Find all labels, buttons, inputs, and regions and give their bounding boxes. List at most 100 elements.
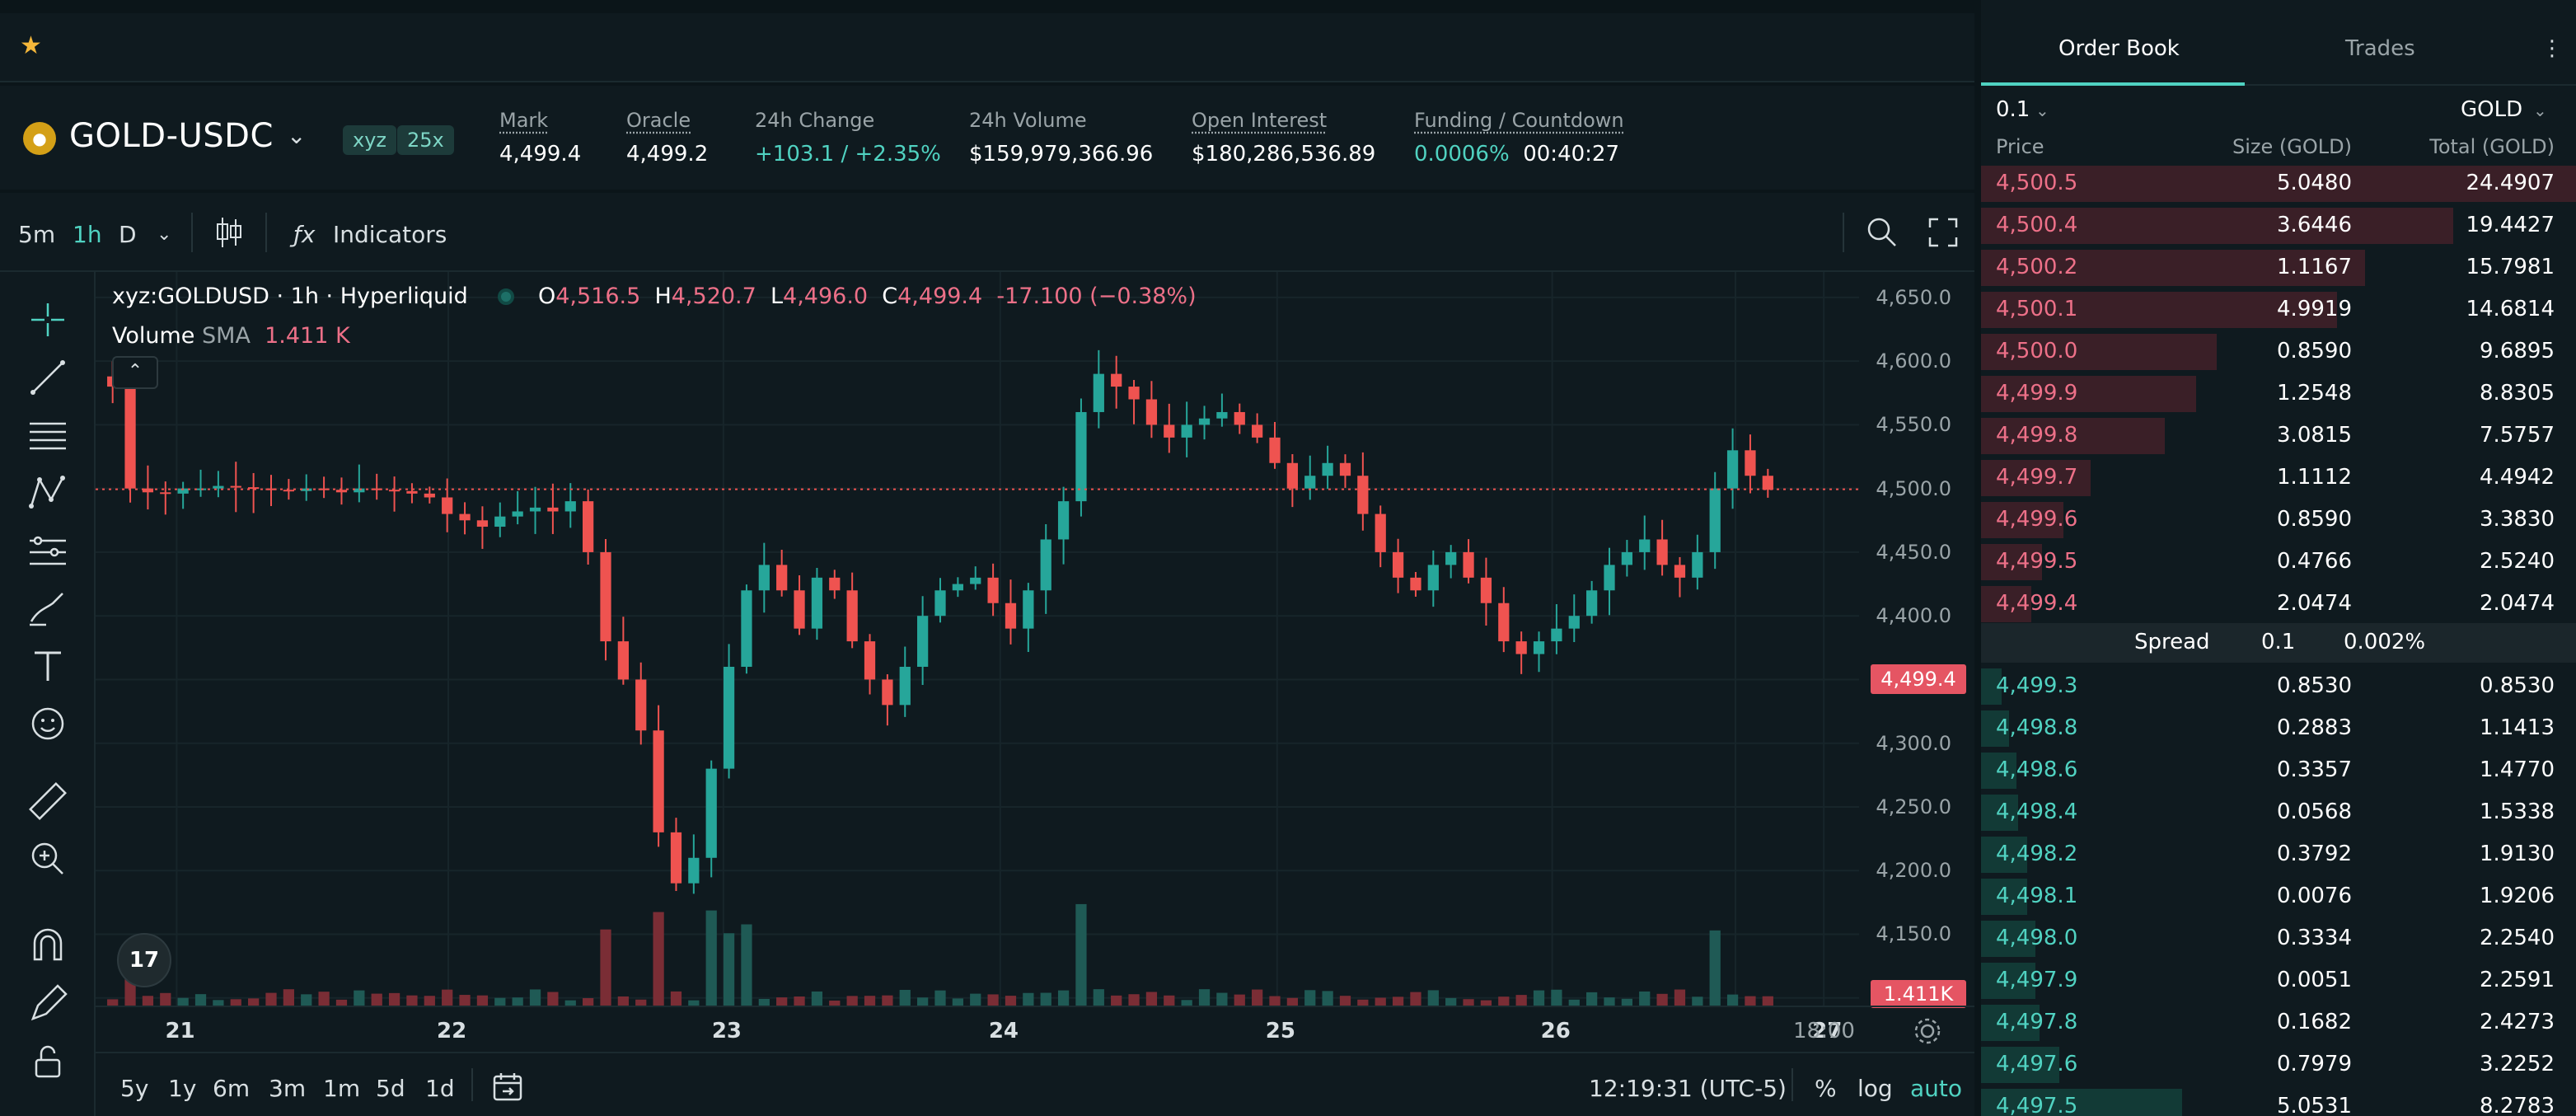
ask-row[interactable]: 4,500.5 5.0480 24.4907 <box>1981 163 2576 204</box>
bid-row[interactable]: 4,498.1 0.0076 1.9206 <box>1981 876 2576 917</box>
active-tab-indicator <box>1981 82 2245 86</box>
bid-row[interactable]: 4,497.6 0.7979 3.2252 <box>1981 1044 2576 1086</box>
clock-time[interactable]: 12:19:31 (UTC-5) <box>1589 1075 1787 1102</box>
ask-row[interactable]: 4,499.8 3.0815 7.5757 <box>1981 415 2576 457</box>
ask-row[interactable]: 4,499.4 2.0474 2.0474 <box>1981 584 2576 625</box>
time-tick-label: 22 <box>437 1019 467 1043</box>
indicators-button[interactable]: Indicators <box>333 221 447 248</box>
chart-bottom-bar: 5y 1y 6m 3m 1m 5d 1d 12:19:31 (UTC-5) % … <box>96 1052 1974 1116</box>
order-size: 3.6446 <box>2277 213 2352 237</box>
bid-row[interactable]: 4,498.8 0.2883 1.1413 <box>1981 708 2576 749</box>
horizontal-lines-icon[interactable] <box>25 412 71 458</box>
percent-toggle[interactable]: % <box>1815 1075 1837 1102</box>
brush-icon[interactable] <box>25 585 71 631</box>
unit-select[interactable]: GOLD <box>2461 97 2523 122</box>
ask-row[interactable]: 4,499.6 0.8590 3.3830 <box>1981 499 2576 541</box>
price-tick-label: 4,600.0 <box>1876 349 1951 373</box>
price-chart[interactable] <box>96 272 1859 1006</box>
bid-row[interactable]: 4,498.4 0.0568 1.5338 <box>1981 792 2576 833</box>
volume-bar <box>1692 996 1703 1006</box>
range-1d[interactable]: 1d <box>425 1075 455 1102</box>
ask-row[interactable]: 4,500.1 4.9919 14.6814 <box>1981 289 2576 331</box>
tradingview-logo[interactable]: 17 <box>117 933 171 987</box>
lock-drawing-icon[interactable] <box>25 981 71 1027</box>
order-total: 1.4770 <box>2480 757 2555 782</box>
bid-row[interactable]: 4,498.0 0.3334 2.2540 <box>1981 918 2576 959</box>
leverage-tag[interactable]: 25x <box>397 125 454 155</box>
bid-row[interactable]: 4,497.9 0.0051 2.2591 <box>1981 960 2576 1001</box>
axis-settings-icon[interactable] <box>1913 1017 1941 1045</box>
chevron-down-icon[interactable]: ⌄ <box>287 122 307 149</box>
volume-bar <box>1410 992 1421 1006</box>
ask-row[interactable]: 4,500.0 0.8590 9.6895 <box>1981 331 2576 373</box>
market-symbol[interactable]: GOLD-USDC <box>69 117 274 155</box>
range-6m[interactable]: 6m <box>213 1075 251 1102</box>
volume-bar <box>177 997 189 1006</box>
tick-chevron-icon[interactable]: ⌄ <box>2035 101 2049 120</box>
candle <box>1709 471 1721 570</box>
tick-size-select[interactable]: 0.1 <box>1996 97 2030 122</box>
date-range-icon[interactable] <box>491 1070 524 1103</box>
collapse-legend-button[interactable]: ⌃ <box>112 356 158 389</box>
ask-row[interactable]: 4,499.9 1.2548 8.8305 <box>1981 373 2576 415</box>
timeframe-5m[interactable]: 5m <box>18 221 56 248</box>
unit-chevron-icon[interactable]: ⌄ <box>2533 101 2547 120</box>
ruler-icon[interactable] <box>25 778 71 824</box>
range-5y[interactable]: 5y <box>120 1075 149 1102</box>
pattern-icon[interactable] <box>25 470 71 516</box>
tab-order-book[interactable]: Order Book <box>2058 36 2180 61</box>
volume-bar <box>1111 995 1122 1006</box>
bid-row[interactable]: 4,497.5 5.0531 8.2783 <box>1981 1086 2576 1116</box>
ask-row[interactable]: 4,499.5 0.4766 2.5240 <box>1981 542 2576 583</box>
timeframe-1h[interactable]: 1h <box>73 221 102 248</box>
price-axis[interactable]: 4,650.0 4,600.0 4,550.0 4,500.0 4,450.0 4,400… <box>1859 272 1974 1010</box>
order-total: 8.2783 <box>2480 1094 2555 1116</box>
depth-bar <box>1981 1089 2183 1116</box>
fx-icon[interactable]: ƒx <box>293 221 316 248</box>
candle <box>653 705 664 847</box>
candle <box>1181 401 1192 457</box>
candle <box>354 464 365 503</box>
text-tool-icon[interactable] <box>25 643 71 689</box>
prediction-icon[interactable] <box>25 528 71 574</box>
volume-bar <box>1339 996 1351 1006</box>
time-axis[interactable]: 21 22 23 24 25 26 27 18:00 <box>96 1006 1974 1052</box>
more-options-icon[interactable]: ⋮ <box>2541 36 2563 61</box>
bid-row[interactable]: 4,498.2 0.3792 1.9130 <box>1981 834 2576 875</box>
range-1m[interactable]: 1m <box>323 1075 361 1102</box>
emoji-icon[interactable] <box>25 701 71 747</box>
log-toggle[interactable]: log <box>1857 1075 1893 1102</box>
ask-row[interactable]: 4,499.7 1.1112 4.4942 <box>1981 457 2576 499</box>
range-1y[interactable]: 1y <box>168 1075 197 1102</box>
tab-trades[interactable]: Trades <box>2345 36 2415 61</box>
order-total: 7.5757 <box>2480 423 2555 448</box>
timeframe-chevron-icon[interactable]: ⌄ <box>157 224 172 245</box>
depth-bar <box>1981 208 2454 244</box>
volume-bar <box>1252 989 1263 1006</box>
zoom-in-icon[interactable] <box>25 836 71 882</box>
trend-line-icon[interactable] <box>25 354 71 401</box>
bid-row[interactable]: 4,498.6 0.3357 1.4770 <box>1981 750 2576 791</box>
volume-bar <box>1445 997 1457 1006</box>
volume-bar <box>142 996 154 1006</box>
volume-bar <box>476 995 489 1006</box>
volume-bar <box>1322 991 1333 1006</box>
ask-row[interactable]: 4,500.4 3.6446 19.4427 <box>1981 205 2576 246</box>
ask-row[interactable]: 4,500.2 1.1167 15.7981 <box>1981 247 2576 288</box>
fullscreen-icon[interactable] <box>1927 216 1960 249</box>
magnet-icon[interactable] <box>25 923 71 969</box>
candle-type-icon[interactable] <box>213 214 246 251</box>
timeframe-d[interactable]: D <box>119 221 137 248</box>
volume-bar <box>1040 992 1051 1006</box>
range-5d[interactable]: 5d <box>376 1075 405 1102</box>
auto-toggle[interactable]: auto <box>1910 1075 1963 1102</box>
volume-bar <box>723 933 735 1006</box>
star-icon[interactable]: ★ <box>20 31 42 60</box>
bid-row[interactable]: 4,497.8 0.1682 2.4273 <box>1981 1002 2576 1043</box>
bid-row[interactable]: 4,499.3 0.8530 0.8530 <box>1981 666 2576 707</box>
crosshair-icon[interactable] <box>25 297 71 343</box>
zoom-settings-icon[interactable] <box>1864 214 1900 251</box>
range-3m[interactable]: 3m <box>269 1075 307 1102</box>
lock-icon[interactable] <box>25 1039 71 1085</box>
candle <box>1568 594 1580 643</box>
